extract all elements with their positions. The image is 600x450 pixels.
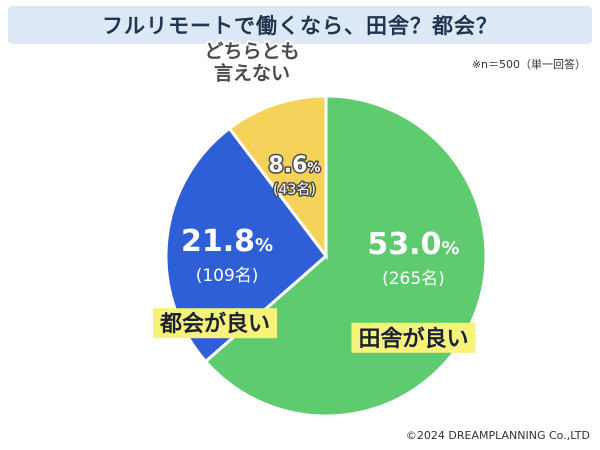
title-banner: フルリモートで働くなら、田舎？都会？ <box>8 6 592 44</box>
category-label-2-line-1: 言えない <box>214 61 290 84</box>
percent-label-2: 8.6% <box>268 153 320 178</box>
copyright: ©2024 DREAMPLANNING Co.,LTD <box>405 429 590 442</box>
count-label-0: (265名) <box>382 269 445 289</box>
chart-title: フルリモートで働くなら、田舎？都会？ <box>102 14 498 38</box>
label-box-1 <box>153 308 278 339</box>
percent-label-1: 21.8% <box>181 224 273 259</box>
sample-note: ※n＝500（単一回答） <box>471 58 586 71</box>
category-label-2-line-0: どちらとも <box>205 40 300 62</box>
category-label-1: 都会が良い <box>159 311 270 337</box>
category-label-0: 田舎が良い <box>358 326 468 352</box>
count-label-1: (109名) <box>196 266 259 286</box>
label-box-0 <box>351 322 476 353</box>
pie-slice-2 <box>227 94 328 261</box>
count-label-2: (43名) <box>273 182 316 198</box>
percent-label-0: 53.0% <box>367 227 459 262</box>
